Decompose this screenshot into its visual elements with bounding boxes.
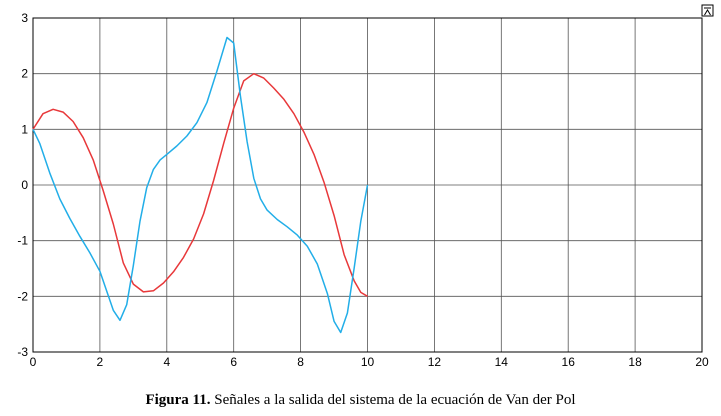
figure-toolbar-icon[interactable] (701, 4, 714, 17)
x-tick-label: 0 (30, 355, 37, 369)
x-tick-label: 2 (97, 355, 104, 369)
x-tick-label: 16 (562, 355, 576, 369)
y-tick-label: -3 (17, 345, 28, 359)
x-tick-label: 14 (495, 355, 509, 369)
y-tick-label: 3 (21, 11, 28, 25)
y-tick-label: -2 (17, 289, 28, 303)
x-tick-label: 18 (628, 355, 642, 369)
x-tick-label: 8 (297, 355, 304, 369)
y-tick-label: 2 (21, 67, 28, 81)
figure-caption: Figura 11. Señales a la salida del siste… (0, 392, 721, 409)
series-line-1 (32, 72, 368, 297)
figure-caption-text: Señales a la salida del sistema de la ec… (214, 392, 576, 408)
x-tick-label: 6 (230, 355, 237, 369)
y-tick-label: -1 (17, 234, 28, 248)
series-line-2 (32, 36, 369, 334)
y-tick-label: 0 (21, 178, 28, 192)
plot-frame (32, 17, 703, 353)
series-lines (32, 36, 369, 334)
x-tick-label: 20 (695, 355, 709, 369)
x-tick-label: 4 (163, 355, 170, 369)
x-tick-label: 10 (361, 355, 375, 369)
y-tick-label: 1 (21, 122, 28, 136)
x-tick-label: 12 (428, 355, 442, 369)
figure-caption-label: Figura 11. (145, 392, 211, 408)
